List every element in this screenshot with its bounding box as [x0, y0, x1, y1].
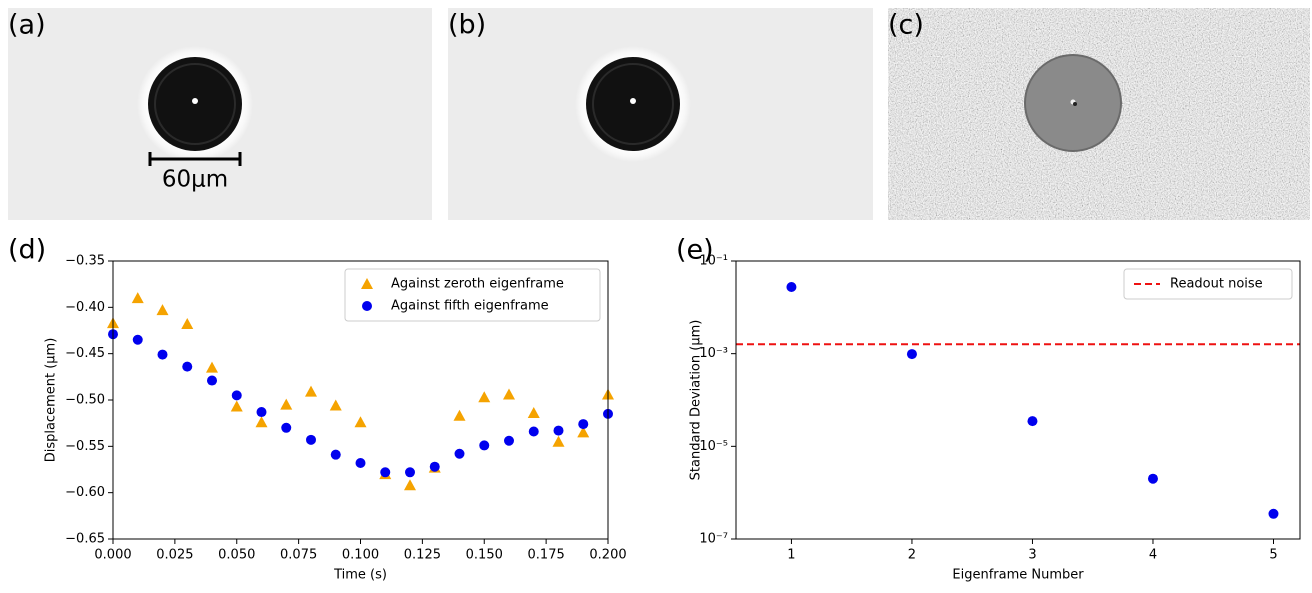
x-tick-label: 2 [908, 548, 916, 563]
data-point [503, 388, 515, 400]
data-point [553, 425, 564, 436]
x-tick-label: 1 [787, 548, 795, 563]
panel-label: (b) [448, 10, 486, 41]
panel-label: (c) [888, 10, 924, 41]
x-tick-label: 0.150 [466, 548, 503, 563]
y-axis-label: Standard Deviation (μm) [689, 320, 704, 481]
data-point [206, 361, 218, 373]
data-point [280, 398, 293, 410]
x-tick-label: 0.200 [589, 548, 626, 563]
legend [344, 268, 601, 322]
data-point [156, 304, 169, 316]
data-point [256, 407, 267, 418]
x-tick-label: 0.075 [280, 548, 317, 563]
data-point [207, 375, 217, 386]
data-point [132, 334, 143, 345]
y-axis-label: Displacement (μm) [44, 338, 59, 463]
data-point [786, 281, 797, 292]
data-point [453, 409, 466, 421]
y-tick-label: 10⁻³ [699, 346, 728, 361]
data-point [157, 349, 168, 360]
axes-frame [112, 260, 609, 540]
data-point [305, 385, 317, 397]
y-tick-label: 10⁻⁷ [699, 532, 728, 547]
panel-label: (d) [8, 235, 46, 266]
legend-swatch [362, 301, 372, 311]
legend-label: Against zeroth eigenframe [391, 277, 564, 292]
data-point [404, 479, 416, 491]
x-tick-label: 0.025 [156, 548, 193, 563]
data-point [906, 349, 917, 360]
data-point [527, 406, 540, 418]
data-point [552, 435, 565, 447]
data-point [355, 458, 366, 469]
data-point [1027, 416, 1038, 427]
x-tick-label: 0.100 [342, 548, 379, 563]
panel-label: (e) [676, 235, 714, 266]
data-point [306, 434, 316, 445]
data-point [182, 361, 193, 372]
legend [1123, 268, 1293, 300]
data-point [528, 426, 539, 437]
x-axis-label: Time (s) [333, 568, 387, 583]
y-tick-label: −0.55 [65, 439, 105, 454]
data-point [429, 461, 440, 472]
data-point [577, 426, 590, 438]
data-point [1268, 508, 1279, 519]
data-point [131, 292, 144, 304]
data-point [330, 449, 341, 460]
data-point [454, 448, 465, 459]
y-tick-label: −0.40 [65, 300, 105, 315]
scale-bar-label: 60μm [162, 167, 228, 193]
data-point [479, 440, 490, 451]
image-c [888, 8, 1310, 220]
legend-label: Readout noise [1170, 277, 1263, 292]
image-b [448, 8, 873, 220]
x-tick-label: 3 [1028, 548, 1036, 563]
data-point [380, 467, 391, 478]
data-point [281, 422, 292, 433]
data-point [578, 419, 589, 430]
y-tick-label: −0.50 [65, 393, 105, 408]
axes-frame [735, 260, 1301, 540]
x-tick-label: 5 [1269, 548, 1277, 563]
x-tick-label: 0.050 [218, 548, 255, 563]
x-tick-label: 0.000 [94, 548, 131, 563]
y-tick-label: 10⁻⁵ [699, 439, 728, 454]
x-tick-label: 0.175 [528, 548, 565, 563]
data-point [354, 416, 367, 428]
data-point [230, 400, 243, 412]
data-point [181, 318, 194, 330]
y-tick-label: −0.60 [65, 485, 105, 500]
legend-label: Against fifth eigenframe [391, 299, 549, 314]
panel-label: (a) [8, 10, 46, 41]
y-tick-label: 10⁻¹ [699, 254, 728, 269]
data-point [478, 391, 491, 403]
y-tick-label: −0.65 [65, 532, 105, 547]
data-point [329, 399, 342, 411]
x-axis-label: Eigenframe Number [952, 568, 1084, 583]
y-tick-label: −0.35 [65, 254, 105, 269]
data-point [231, 390, 242, 401]
y-tick-label: −0.45 [65, 346, 105, 361]
image-a: 60μm [8, 8, 432, 220]
data-point [405, 467, 415, 478]
data-point [255, 416, 268, 428]
data-point [1147, 473, 1158, 484]
legend-swatch [361, 278, 373, 289]
x-tick-label: 0.125 [404, 548, 441, 563]
data-point [504, 435, 514, 446]
x-tick-label: 4 [1149, 548, 1157, 563]
